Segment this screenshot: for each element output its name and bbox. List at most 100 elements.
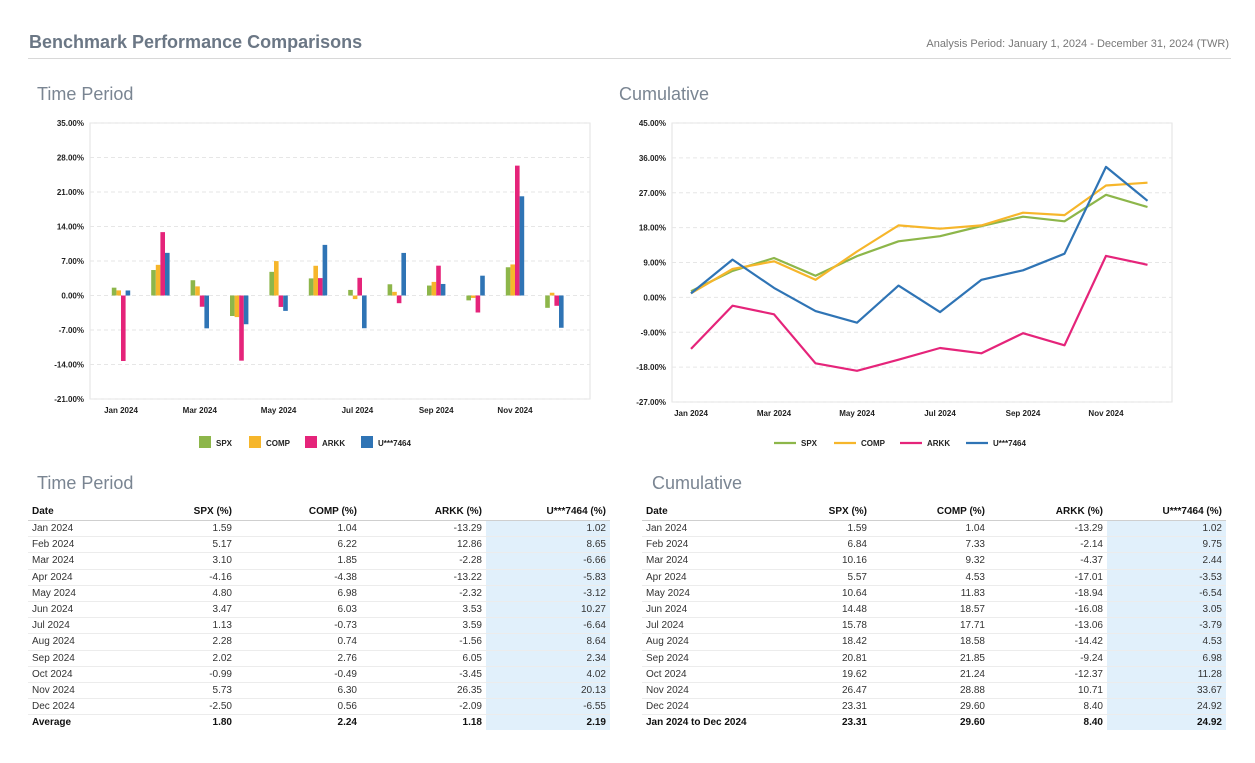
- bar-comp-sep-2024: [431, 281, 437, 296]
- value-cell: -0.49: [236, 666, 361, 683]
- row-date-cell: Apr 2024: [642, 569, 767, 586]
- col-header-spx: SPX (%): [767, 502, 871, 521]
- summary-value: 1.18: [361, 714, 486, 731]
- value-cell: 6.98: [236, 585, 361, 602]
- line-series-comp: [690, 181, 1148, 295]
- bar-arkk-aug-2024: [396, 295, 402, 304]
- table-row: Jul 2024 15.78 17.71 -13.06 -3.79: [642, 617, 1226, 635]
- y-tick-label: -7.00%: [59, 326, 84, 335]
- value-cell: 0.74: [236, 633, 361, 651]
- table-row: Aug 2024 2.28 0.74 -1.56 8.64: [28, 633, 610, 651]
- summary-value: 1.80: [138, 714, 236, 731]
- x-tick-label: Jul 2024: [342, 406, 374, 415]
- row-date-cell: Mar 2024: [28, 552, 138, 570]
- value-cell: -2.09: [361, 698, 486, 716]
- value-cell: 2.34: [486, 650, 610, 667]
- y-tick-label: 35.00%: [57, 119, 84, 128]
- value-cell: 18.57: [871, 601, 989, 619]
- table-row: Feb 2024 6.84 7.33 -2.14 9.75: [642, 536, 1226, 554]
- value-cell: -0.73: [236, 617, 361, 635]
- value-cell: 3.10: [138, 552, 236, 570]
- value-cell: 24.92: [1107, 698, 1226, 716]
- row-date-cell: May 2024: [28, 585, 138, 602]
- bar-comp-oct-2024: [471, 295, 476, 298]
- time-period-chart-title: Time Period: [37, 84, 134, 104]
- bar-spx-aug-2024: [387, 284, 393, 296]
- value-cell: -3.79: [1107, 617, 1226, 635]
- value-cell: -13.29: [989, 520, 1107, 538]
- x-tick-label: Nov 2024: [497, 406, 533, 415]
- value-cell: -3.53: [1107, 569, 1226, 586]
- table-row: Jan 2024 1.59 1.04 -13.29 1.02: [28, 520, 610, 538]
- table-row: Oct 2024 -0.99 -0.49 -3.45 4.02: [28, 666, 610, 683]
- y-tick-label: -14.00%: [54, 361, 84, 370]
- row-date-cell: Jul 2024: [28, 617, 138, 635]
- value-cell: 6.30: [236, 682, 361, 700]
- summary-value: 24.92: [1107, 714, 1226, 731]
- row-date-cell: Aug 2024: [642, 633, 767, 651]
- row-date-cell: Apr 2024: [28, 569, 138, 586]
- y-tick-label: 0.00%: [61, 292, 84, 301]
- summary-value: 8.40: [989, 714, 1107, 731]
- value-cell: -6.64: [486, 617, 610, 635]
- cumulative-line-chart: 45.00% 36.00% 27.00% 18.00% 9.00% 0.00% -9.00%…: [636, 119, 1173, 448]
- value-cell: 14.48: [767, 601, 871, 619]
- x-tick-label: Jan 2024: [674, 409, 708, 418]
- row-date-cell: Feb 2024: [28, 536, 138, 554]
- table-row: Nov 2024 5.73 6.30 26.35 20.13: [28, 682, 610, 700]
- summary-label: Jan 2024 to Dec 2024: [642, 714, 767, 731]
- value-cell: 20.13: [486, 682, 610, 700]
- legend-label: SPX: [801, 439, 818, 448]
- value-cell: 26.47: [767, 682, 871, 700]
- bar-comp-nov-2024: [510, 264, 515, 296]
- time-period-bar-chart: 35.00% 28.00% 21.00% 14.00% 7.00% 0.00% -7.00%…: [54, 119, 591, 448]
- bar-u-7464-may-2024: [283, 295, 288, 311]
- y-tick-label: 36.00%: [639, 154, 666, 163]
- row-date-cell: Dec 2024: [28, 698, 138, 716]
- bar-u-7464-jan-2024: [125, 290, 131, 296]
- bar-comp-aug-2024: [392, 291, 397, 296]
- bar-u-7464-jun-2024: [322, 244, 328, 296]
- value-cell: 10.64: [767, 585, 871, 602]
- value-cell: -6.54: [1107, 585, 1226, 602]
- value-cell: 5.17: [138, 536, 236, 554]
- table-header-row: Date SPX (%) COMP (%) ARKK (%) U***7464 …: [28, 502, 610, 521]
- table-row: Jun 2024 3.47 6.03 3.53 10.27: [28, 601, 610, 619]
- value-cell: -1.56: [361, 633, 486, 651]
- legend-item-arkk: ARKK: [305, 436, 345, 448]
- value-cell: -2.28: [361, 552, 486, 570]
- legend-item-spx: SPX: [199, 436, 233, 448]
- value-cell: 11.83: [871, 585, 989, 602]
- value-cell: -3.12: [486, 585, 610, 602]
- value-cell: 1.02: [486, 520, 610, 538]
- col-header-arkk: ARKK (%): [989, 502, 1107, 521]
- legend-swatch: [199, 436, 211, 448]
- y-tick-label: 0.00%: [643, 293, 666, 302]
- value-cell: 8.40: [989, 698, 1107, 716]
- table-row: Dec 2024 -2.50 0.56 -2.09 -6.55: [28, 698, 610, 716]
- summary-row: Jan 2024 to Dec 2024 23.31 29.60 8.40 24.92: [642, 714, 1226, 731]
- line-series-u-7464: [690, 165, 1149, 324]
- value-cell: -13.06: [989, 617, 1107, 635]
- x-tick-label: Sep 2024: [419, 406, 454, 415]
- value-cell: -0.99: [138, 666, 236, 683]
- bar-arkk-jun-2024: [318, 278, 323, 296]
- value-cell: 4.80: [138, 585, 236, 602]
- value-cell: 15.78: [767, 617, 871, 635]
- bar-arkk-apr-2024: [239, 295, 244, 361]
- value-cell: 4.02: [486, 666, 610, 683]
- y-tick-label: -9.00%: [641, 328, 666, 337]
- col-header-comp: COMP (%): [871, 502, 989, 521]
- bar-comp-may-2024: [274, 261, 279, 296]
- value-cell: -6.55: [486, 698, 610, 716]
- bar-spx-jan-2024: [111, 287, 117, 296]
- value-cell: -16.08: [989, 601, 1107, 619]
- legend-swatch: [305, 436, 317, 448]
- value-cell: -3.45: [361, 666, 486, 683]
- value-cell: 1.04: [236, 520, 361, 538]
- bar-arkk-sep-2024: [436, 265, 441, 296]
- x-tick-label: May 2024: [261, 406, 297, 415]
- bar-arkk-oct-2024: [475, 295, 481, 313]
- time-period-table-title: Time Period: [37, 473, 134, 493]
- table-row: Dec 2024 23.31 29.60 8.40 24.92: [642, 698, 1226, 716]
